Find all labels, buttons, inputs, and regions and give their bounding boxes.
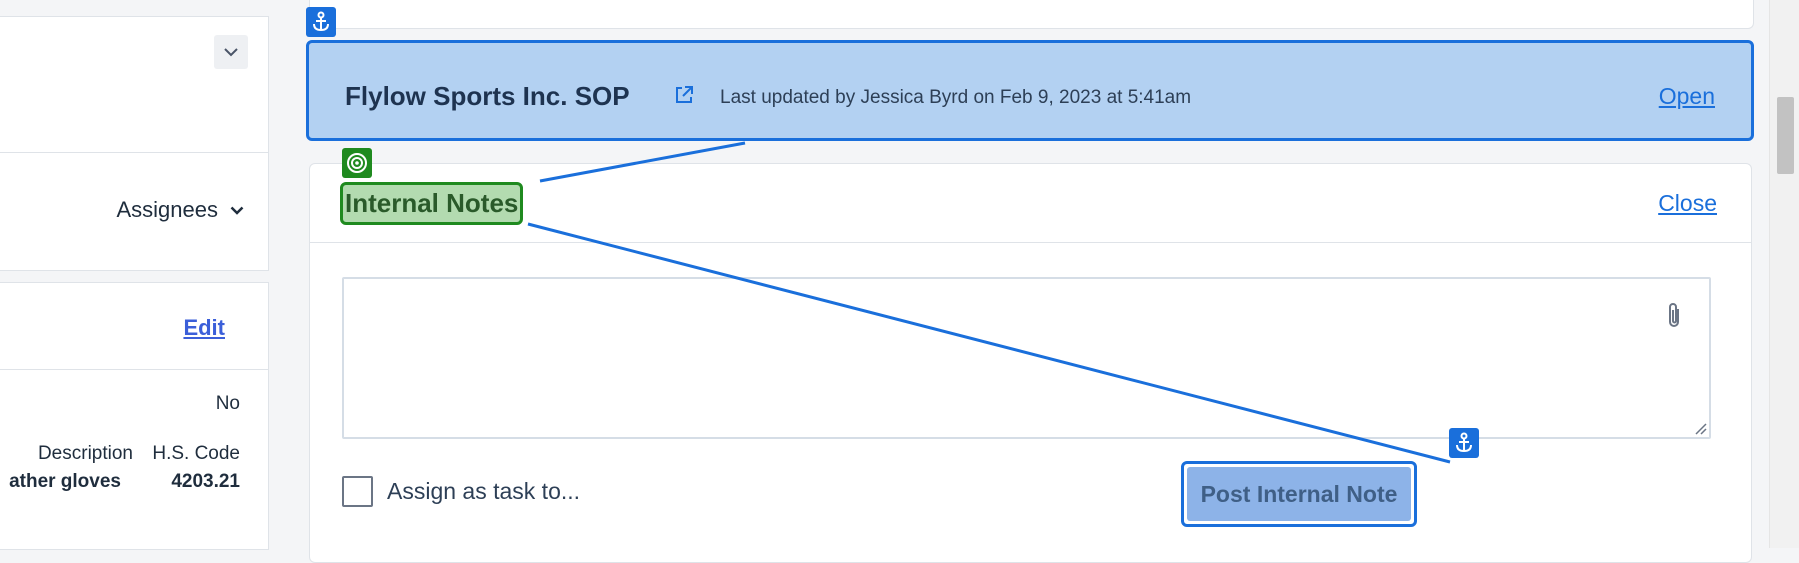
assignees-label: Assignees bbox=[116, 197, 218, 222]
value-no: No bbox=[215, 393, 240, 414]
sop-title: Flylow Sports Inc. SOP bbox=[345, 81, 630, 111]
left-panel: Assignees Edit No Description H.S. Code … bbox=[0, 0, 270, 550]
target-icon bbox=[342, 148, 372, 178]
chevron-down-icon bbox=[224, 48, 238, 57]
assignees-dropdown[interactable]: Assignees bbox=[116, 197, 244, 223]
paperclip-icon[interactable] bbox=[1663, 301, 1685, 331]
resize-grip-icon[interactable] bbox=[1693, 421, 1707, 435]
left-card-details: Edit No Description H.S. Code ather glov… bbox=[0, 282, 269, 550]
page-scrollbar[interactable] bbox=[1769, 0, 1799, 548]
assign-task-row: Assign as task to... bbox=[342, 476, 580, 507]
assign-task-label: Assign as task to... bbox=[387, 478, 581, 504]
divider bbox=[0, 369, 268, 370]
collapse-toggle-button[interactable] bbox=[214, 35, 248, 69]
close-link[interactable]: Close bbox=[1658, 190, 1717, 216]
external-link-icon[interactable] bbox=[674, 85, 694, 105]
sop-last-updated: Last updated by Jessica Byrd on Feb 9, 2… bbox=[720, 87, 1192, 108]
anchor-icon bbox=[306, 7, 336, 37]
column-header-hs-code: H.S. Code bbox=[152, 443, 240, 464]
post-internal-note-button[interactable]: Post Internal Note bbox=[1181, 461, 1417, 527]
previous-card bbox=[309, 0, 1754, 29]
chevron-down-icon bbox=[230, 206, 244, 215]
column-header-description: Description bbox=[37, 443, 133, 464]
internal-notes-header: Internal Notes Close bbox=[310, 164, 1751, 243]
cell-hs-code: 4203.21 bbox=[171, 471, 240, 492]
cell-description: ather gloves bbox=[9, 471, 121, 492]
open-link[interactable]: Open bbox=[1658, 83, 1715, 109]
post-internal-note-label: Post Internal Note bbox=[1187, 467, 1411, 521]
left-card-top bbox=[0, 16, 269, 153]
assign-task-checkbox[interactable] bbox=[342, 476, 373, 507]
anchor-icon bbox=[1449, 428, 1479, 458]
main-content: Flylow Sports Inc. SOP Last updated by J… bbox=[270, 0, 1770, 563]
internal-notes-card: Internal Notes Close Assign as task to..… bbox=[309, 163, 1752, 563]
left-card-assignees: Assignees bbox=[0, 152, 269, 271]
sop-bar: Flylow Sports Inc. SOP Last updated by J… bbox=[306, 40, 1754, 141]
internal-notes-title: Internal Notes bbox=[340, 182, 524, 225]
scrollbar-thumb[interactable] bbox=[1777, 97, 1794, 174]
edit-link[interactable]: Edit bbox=[183, 315, 225, 340]
internal-note-textarea[interactable] bbox=[342, 277, 1711, 439]
